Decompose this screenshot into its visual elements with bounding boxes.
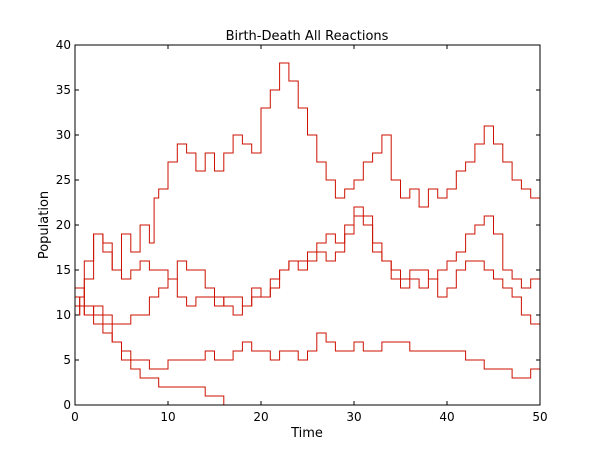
x-tick-label: 20 <box>253 410 268 424</box>
x-tick-label: 50 <box>532 410 547 424</box>
series-line-5 <box>75 215 541 333</box>
x-tick-label: 40 <box>439 410 454 424</box>
x-tick-label: 30 <box>346 410 361 424</box>
y-tick-label: 10 <box>56 308 71 322</box>
series-line-3 <box>75 287 540 379</box>
y-tick-label: 20 <box>56 218 71 232</box>
y-tick-label: 35 <box>56 83 71 97</box>
series-line-2 <box>75 206 541 316</box>
plot-frame <box>74 44 541 406</box>
x-tick-label: 0 <box>71 410 79 424</box>
y-axis-label: Population <box>37 191 52 259</box>
x-tick-label: 10 <box>160 410 175 424</box>
series-line-4 <box>75 296 225 405</box>
series-layer <box>75 62 541 405</box>
chart-title: Birth-Death All Reactions <box>226 29 389 44</box>
y-tick-label: 15 <box>56 263 71 277</box>
x-axis-label: Time <box>290 426 323 441</box>
series-line-1 <box>75 62 541 316</box>
y-tick-label: 40 <box>56 38 71 52</box>
tick-layer: 0 10 20 30 40 50 0 5 10 15 20 25 30 35 40 <box>56 38 548 424</box>
y-tick-label: 30 <box>56 128 71 142</box>
y-tick-label: 25 <box>56 173 71 187</box>
y-tick-label: 0 <box>63 398 71 412</box>
y-tick-label: 5 <box>63 353 71 367</box>
